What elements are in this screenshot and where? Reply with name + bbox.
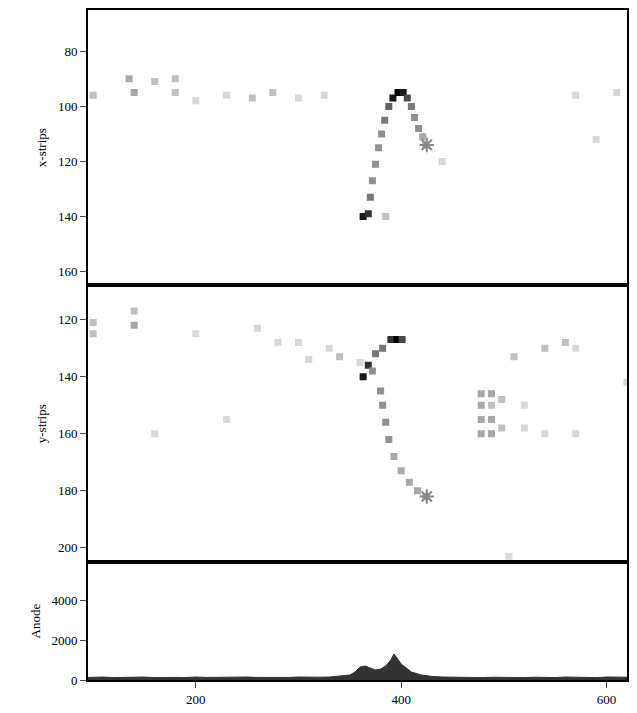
svg-text:100: 100 [58,99,78,114]
svg-text:160: 160 [58,426,78,441]
svg-text:140: 140 [58,209,78,224]
svg-text:400: 400 [391,692,411,707]
svg-text:4000: 4000 [51,593,77,608]
svg-text:y-strips: y-strips [34,404,49,443]
svg-text:x-strips: x-strips [34,128,49,167]
svg-text:80: 80 [64,44,77,59]
svg-text:120: 120 [58,154,78,169]
svg-text:200: 200 [186,692,206,707]
svg-text:Anode: Anode [28,603,43,638]
svg-text:600: 600 [597,692,617,707]
svg-text:180: 180 [58,483,78,498]
svg-text:160: 160 [58,264,78,279]
svg-text:200: 200 [58,540,78,555]
svg-text:140: 140 [58,369,78,384]
svg-text:2000: 2000 [51,633,77,648]
svg-text:0: 0 [71,673,78,688]
svg-text:120: 120 [58,312,78,327]
